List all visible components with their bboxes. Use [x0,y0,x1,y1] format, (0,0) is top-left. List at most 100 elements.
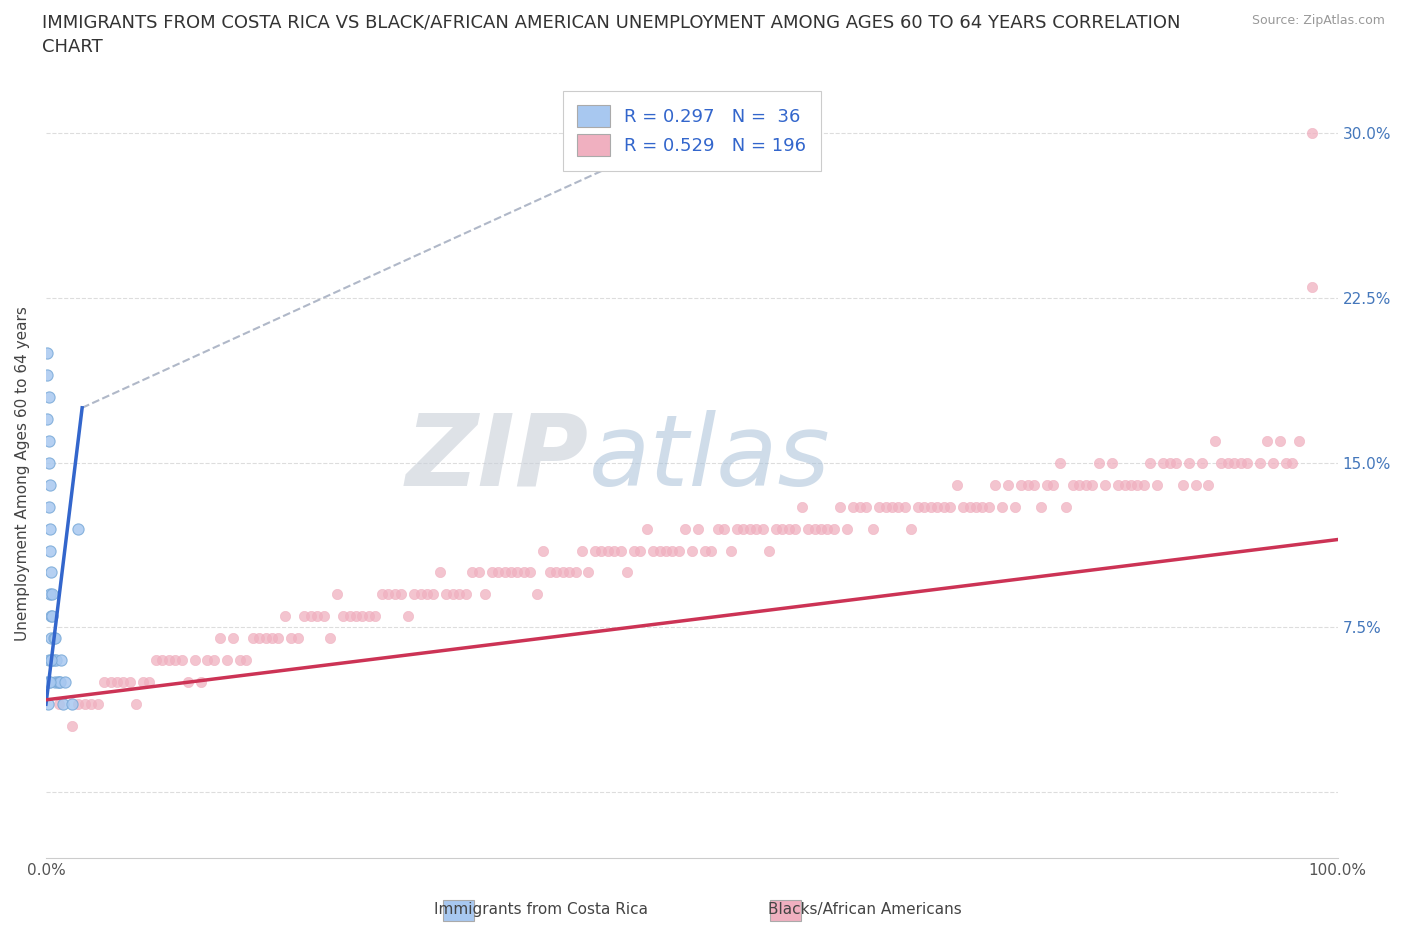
Point [1261,456,1284,471]
Point [93,675,115,690]
Point [1133,477,1156,492]
Point [177,675,200,690]
Point [247,631,270,645]
Point [38,675,60,690]
Point [1010,477,1032,492]
Point [1288,433,1310,448]
Point [991,499,1014,514]
Point [531,543,554,558]
Point [1223,456,1246,471]
Point [700,543,723,558]
Point [461,565,484,580]
Point [932,499,955,514]
Point [616,565,638,580]
Point [307,609,329,624]
Point [596,543,619,558]
Text: Immigrants from Costa Rica: Immigrants from Costa Rica [434,902,648,917]
Point [319,631,342,645]
Point [1139,456,1161,471]
Point [37,345,59,360]
Point [513,565,536,580]
Text: Source: ZipAtlas.com: Source: ZipAtlas.com [1251,14,1385,27]
Point [1069,477,1091,492]
Point [648,543,671,558]
Point [38,499,60,514]
Point [45,653,67,668]
Point [41,609,63,624]
Point [190,675,212,690]
Point [41,587,63,602]
Point [752,521,775,536]
Point [67,521,90,536]
Text: atlas: atlas [589,410,830,507]
Point [823,521,845,536]
Legend: R = 0.297   N =  36, R = 0.529   N = 196: R = 0.297 N = 36, R = 0.529 N = 196 [562,91,821,171]
Point [1268,433,1291,448]
Point [868,499,890,514]
Point [42,631,65,645]
Point [371,587,394,602]
Point [118,675,141,690]
Point [339,609,361,624]
Point [100,675,122,690]
Point [1229,456,1251,471]
Point [235,653,257,668]
Point [641,543,664,558]
Point [39,653,62,668]
Point [165,653,187,668]
Point [1249,456,1271,471]
Point [668,543,690,558]
Point [267,631,290,645]
Point [150,653,173,668]
Point [797,521,820,536]
Point [409,587,432,602]
Point [449,587,471,602]
Point [38,433,60,448]
Point [222,631,245,645]
Point [215,653,238,668]
Point [73,697,96,711]
Point [765,521,787,536]
Point [1094,477,1116,492]
Point [1216,456,1239,471]
Point [927,499,949,514]
Point [377,587,399,602]
Point [1062,477,1084,492]
Point [945,477,967,492]
Point [145,653,167,668]
Point [1178,456,1201,471]
Point [880,499,903,514]
Point [939,499,962,514]
Point [623,543,645,558]
Point [713,521,735,536]
Point [1256,433,1278,448]
Point [907,499,929,514]
Point [422,587,444,602]
Point [758,543,780,558]
Point [628,543,651,558]
Point [202,653,225,668]
Point [41,653,63,668]
Point [1049,456,1071,471]
Point [60,697,83,711]
Point [1281,456,1303,471]
Point [1101,456,1123,471]
Point [344,609,367,624]
Point [1159,456,1181,471]
Point [636,521,658,536]
Point [1107,477,1129,492]
Point [725,521,748,536]
Point [357,609,380,624]
Point [292,609,315,624]
Point [38,543,60,558]
Point [125,697,148,711]
Point [37,411,59,426]
Point [325,587,347,602]
Point [404,587,426,602]
Point [138,675,160,690]
Point [389,587,412,602]
Point [38,653,60,668]
Point [655,543,678,558]
Point [486,565,509,580]
Point [546,565,568,580]
